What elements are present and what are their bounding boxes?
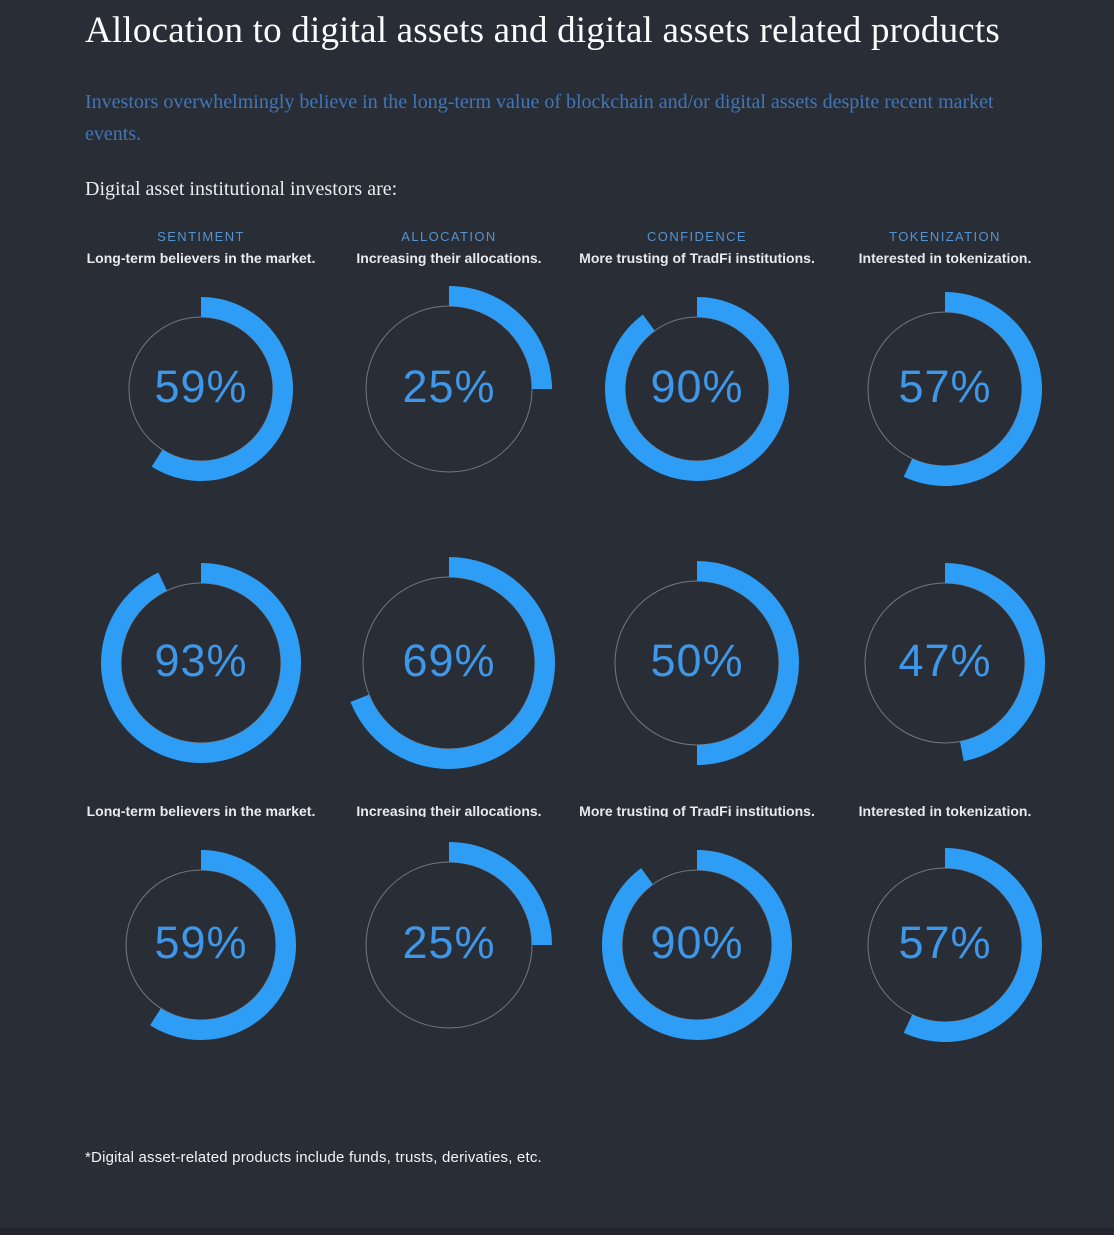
column-label-allocation: ALLOCATION — [401, 229, 497, 244]
donut-svg — [605, 297, 789, 481]
clipped-subtitle-sentiment: Long-term believers in the market. — [77, 803, 325, 817]
clipped-labels-row: Long-term believers in the market. Incre… — [77, 803, 1074, 817]
progress-arc — [602, 850, 792, 1040]
donut-svg — [125, 850, 296, 1040]
donut-svg — [614, 561, 799, 765]
donut-svg — [101, 563, 302, 763]
donut-chart-confidence-row1: 90% — [573, 281, 821, 497]
percent-value: 93% — [154, 634, 248, 686]
column-header-tokenization: TOKENIZATION Interested in tokenization. — [821, 228, 1069, 267]
progress-arc — [448, 842, 552, 946]
donut-row-3: 59% 25% 90% 57% — [77, 837, 1074, 1053]
track-circle — [867, 867, 1023, 1023]
donut-chart-confidence-row3: 90% — [573, 837, 821, 1053]
percent-value: 90% — [650, 360, 744, 412]
progress-arc — [448, 286, 552, 390]
donut-chart-allocation-row3: 25% — [325, 837, 573, 1053]
donut-chart-sentiment-row1: 59% — [77, 281, 325, 497]
donut-chart-allocation-row2: 69% — [325, 555, 573, 771]
donut-row-1: 59% 25% 90% 57% — [77, 281, 1074, 497]
report-page: Allocation to digital assets and digital… — [77, 10, 1074, 1166]
donut-chart-confidence-row2: 50% — [573, 555, 821, 771]
column-header-sentiment: SENTIMENT Long-term believers in the mar… — [77, 228, 325, 267]
donut-svg — [602, 850, 792, 1040]
column-headers-row: SENTIMENT Long-term believers in the mar… — [77, 228, 1074, 267]
track-circle — [128, 316, 274, 462]
clipped-subtitle-text: Increasing their allocations. — [356, 803, 542, 817]
percent-value: 59% — [154, 360, 248, 412]
percent-value: 59% — [154, 916, 248, 968]
column-header-allocation: ALLOCATION Increasing their allocations. — [325, 228, 573, 267]
clipped-subtitle-text: Interested in tokenization. — [858, 803, 1032, 817]
column-label-sentiment: SENTIMENT — [157, 229, 245, 244]
progress-arc — [350, 557, 555, 769]
progress-arc — [150, 850, 296, 1040]
progress-arc — [696, 561, 799, 765]
intro-text: Investors overwhelmingly believe in the … — [85, 91, 994, 145]
clipped-subtitle-text: More trusting of TradFi institutions. — [579, 803, 815, 817]
progress-arc — [903, 848, 1042, 1042]
donut-chart-tokenization-row3: 57% — [821, 837, 1069, 1053]
percent-value: 57% — [898, 916, 992, 968]
footnote: *Digital asset-related products include … — [85, 1149, 542, 1166]
percent-value: 90% — [650, 916, 744, 968]
section-heading: Digital asset institutional investors ar… — [85, 178, 398, 200]
column-subtitle-allocation: Increasing their allocations. — [356, 250, 542, 266]
donut-svg — [867, 292, 1042, 486]
progress-arc — [903, 292, 1042, 486]
column-label-tokenization: TOKENIZATION — [889, 229, 1001, 244]
donut-svg — [128, 297, 293, 481]
donut-svg — [365, 286, 552, 473]
column-label-confidence: CONFIDENCE — [647, 229, 747, 244]
donut-svg — [365, 842, 552, 1029]
clipped-subtitle-confidence: More trusting of TradFi institutions. — [573, 803, 821, 817]
donut-chart-tokenization-row2: 47% — [821, 555, 1069, 771]
page-title: Allocation to digital assets and digital… — [85, 10, 1000, 51]
percent-value: 57% — [898, 360, 992, 412]
donut-svg — [864, 563, 1046, 762]
progress-arc — [151, 297, 293, 481]
percent-value: 25% — [402, 916, 496, 968]
percent-value: 50% — [650, 634, 744, 686]
track-circle — [864, 582, 1026, 744]
donut-chart-allocation-row1: 25% — [325, 281, 573, 497]
donut-chart-sentiment-row3: 59% — [77, 837, 325, 1053]
donut-chart-tokenization-row1: 57% — [821, 281, 1069, 497]
column-subtitle-tokenization: Interested in tokenization. — [858, 250, 1032, 266]
progress-arc — [605, 297, 789, 481]
percent-value: 69% — [402, 634, 496, 686]
column-subtitle-confidence: More trusting of TradFi institutions. — [579, 250, 815, 266]
progress-arc — [101, 563, 302, 763]
donut-svg — [350, 557, 555, 769]
column-header-confidence: CONFIDENCE More trusting of TradFi insti… — [573, 228, 821, 267]
donut-chart-sentiment-row2: 93% — [77, 555, 325, 771]
track-circle — [120, 582, 282, 744]
donut-row-2: 93% 69% 50% 47% — [77, 555, 1074, 771]
bottom-strip — [0, 1228, 1114, 1235]
track-circle — [867, 311, 1023, 467]
column-subtitle-sentiment: Long-term believers in the market. — [86, 250, 316, 266]
percent-value: 25% — [402, 360, 496, 412]
clipped-subtitle-tokenization: Interested in tokenization. — [821, 803, 1069, 817]
clipped-subtitle-allocation: Increasing their allocations. — [325, 803, 573, 817]
percent-value: 47% — [898, 634, 992, 686]
clipped-subtitle-text: Long-term believers in the market. — [86, 803, 316, 817]
progress-arc — [944, 563, 1046, 762]
donut-svg — [867, 848, 1042, 1042]
